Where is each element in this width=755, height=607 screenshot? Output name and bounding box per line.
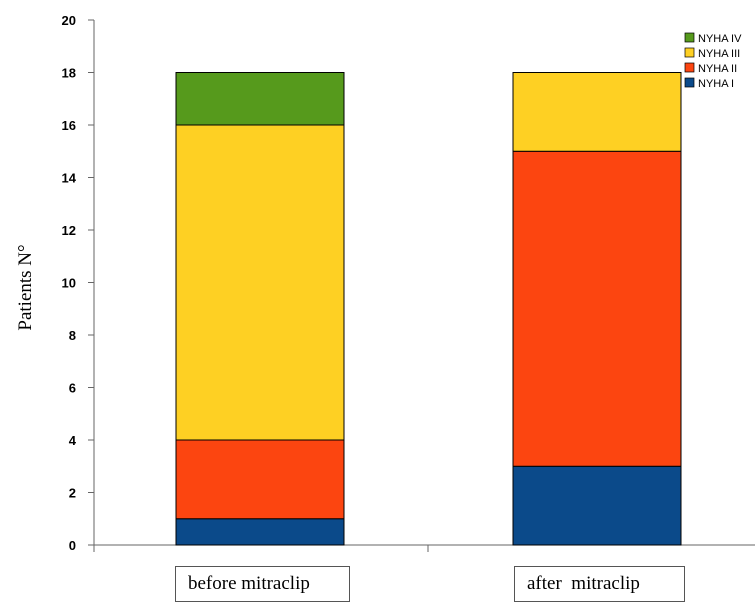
legend-swatch bbox=[684, 77, 695, 88]
y-tick-label: 2 bbox=[69, 486, 76, 501]
legend-swatch bbox=[684, 47, 695, 58]
y-tick-label: 12 bbox=[62, 223, 76, 238]
y-tick-label: 8 bbox=[69, 328, 76, 343]
y-ticks: 0 2 4 6 8 10 12 14 16 18 20 bbox=[62, 13, 94, 553]
y-tick-label: 18 bbox=[62, 66, 76, 81]
x-category-label: after mitraclip bbox=[514, 566, 685, 602]
legend-label: NYHA III bbox=[698, 48, 740, 60]
bars bbox=[175, 72, 682, 546]
bar-segment-nyha-iii-after bbox=[512, 72, 682, 152]
legend-label: NYHA I bbox=[698, 78, 734, 90]
y-tick-label: 20 bbox=[62, 13, 76, 28]
legend-label: NYHA II bbox=[698, 63, 737, 75]
y-axis-label: Patients N° bbox=[15, 244, 36, 330]
y-tick-label: 14 bbox=[62, 171, 77, 186]
x-category-label: before mitraclip bbox=[175, 566, 350, 602]
y-tick-label: 16 bbox=[62, 118, 76, 133]
legend-swatch bbox=[684, 62, 695, 73]
legend-label: NYHA IV bbox=[698, 33, 742, 45]
bar-segment-nyha-iv-before bbox=[175, 72, 345, 126]
bar-segment-nyha-i-before bbox=[175, 518, 345, 546]
bar-segment-nyha-ii-after bbox=[512, 150, 682, 467]
x-ticks bbox=[93, 545, 429, 552]
legend-swatch bbox=[684, 32, 695, 43]
bar-segment-nyha-iii-before bbox=[175, 124, 345, 441]
y-tick-label: 6 bbox=[69, 381, 76, 396]
y-tick-label: 0 bbox=[69, 538, 76, 553]
bar-segment-nyha-ii-before bbox=[175, 439, 345, 520]
y-tick-label: 10 bbox=[62, 276, 76, 291]
y-tick-label: 4 bbox=[69, 433, 77, 448]
legend: NYHA IV NYHA III NYHA II NYHA I bbox=[684, 32, 742, 90]
bar-segment-nyha-i-after bbox=[512, 465, 682, 546]
